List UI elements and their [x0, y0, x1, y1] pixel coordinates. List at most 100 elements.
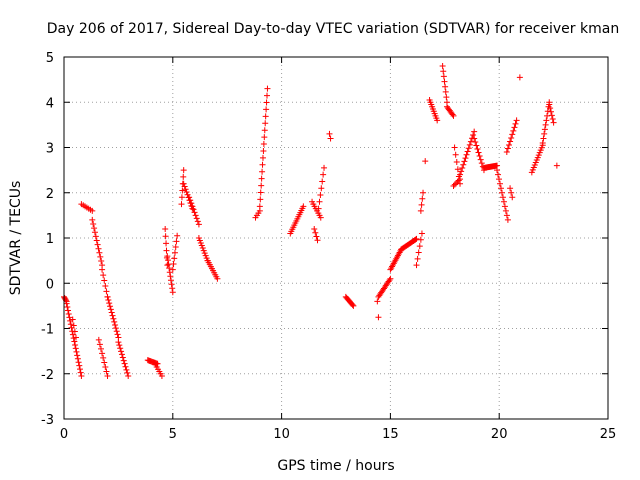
data-point [263, 99, 270, 106]
data-point [111, 318, 118, 325]
data-point [197, 240, 204, 247]
data-point [263, 106, 270, 113]
data-point [166, 265, 173, 272]
data-point [72, 334, 79, 341]
data-point [195, 235, 202, 241]
data-point [320, 171, 327, 178]
data-point [451, 144, 458, 151]
data-point [264, 92, 271, 99]
data-point [440, 73, 447, 80]
data-point [259, 161, 266, 168]
data-point [74, 355, 81, 362]
data-point [99, 350, 106, 357]
data-point [186, 194, 193, 201]
data-point [64, 304, 71, 311]
x-tick-label: 20 [491, 427, 508, 442]
data-point [198, 242, 205, 249]
chart-title: Day 206 of 2017, Sidereal Day-to-day VTE… [47, 21, 619, 37]
data-point [178, 194, 185, 201]
data-point [170, 261, 177, 268]
data-point [504, 145, 511, 152]
x-tick-label: 10 [273, 427, 290, 442]
data-point [191, 209, 198, 216]
data-point [100, 354, 107, 361]
data-point [103, 288, 110, 295]
data-point [441, 78, 448, 85]
data-point [321, 164, 328, 171]
data-point [451, 181, 458, 188]
data-point [164, 253, 171, 260]
data-point [96, 249, 103, 256]
data-point [417, 207, 424, 214]
data-point [77, 369, 84, 376]
data-point [319, 178, 326, 185]
data-point [121, 360, 128, 367]
data-point [188, 200, 195, 207]
data-point [76, 362, 83, 369]
data-point [326, 130, 333, 137]
y-tick-label: 3 [46, 142, 54, 157]
data-point [259, 154, 266, 161]
data-point [513, 117, 520, 124]
data-point [470, 131, 477, 138]
data-point [97, 253, 104, 260]
data-point [458, 168, 465, 175]
data-point [169, 285, 176, 292]
data-point [110, 315, 117, 322]
data-point [420, 189, 427, 196]
y-tick-label: 4 [46, 96, 54, 111]
data-point [71, 328, 78, 335]
data-point [496, 180, 503, 187]
data-point [109, 312, 116, 319]
y-tick-labels: -3 -2 -1 0 1 2 3 4 5 [41, 51, 54, 428]
data-point [72, 341, 79, 348]
y-tick-label: 0 [46, 277, 54, 292]
data-point [63, 300, 70, 307]
data-point [166, 269, 173, 276]
plot-frame [63, 56, 609, 420]
data-point [496, 176, 503, 183]
data-point [105, 296, 112, 303]
data-point [497, 185, 504, 192]
data-point [471, 135, 478, 142]
data-point [69, 331, 76, 338]
data-point [508, 189, 515, 196]
data-point [107, 306, 114, 313]
data-point [90, 221, 97, 228]
data-point [162, 225, 169, 232]
data-point [508, 134, 515, 141]
data-point [316, 198, 323, 205]
data-point [171, 255, 178, 262]
data-point [460, 161, 467, 168]
data-point [260, 141, 267, 148]
data-point [349, 301, 356, 308]
data-point [478, 160, 485, 167]
data-point [96, 341, 103, 348]
data-point [375, 314, 382, 321]
data-point [472, 138, 479, 145]
data-point [317, 214, 324, 221]
data-point [171, 249, 178, 256]
data-point [457, 171, 464, 178]
data-point [260, 147, 267, 154]
data-point [413, 262, 420, 269]
data-point [65, 310, 72, 317]
data-point [95, 245, 102, 252]
data-point [115, 339, 122, 346]
data-point [443, 94, 450, 101]
data-point [195, 221, 202, 228]
data-point [72, 345, 79, 352]
data-point [462, 155, 469, 162]
data-point [261, 127, 268, 134]
x-axis-label: GPS time / hours [277, 458, 394, 474]
data-point [66, 314, 73, 321]
data-point [509, 131, 516, 138]
data-point [167, 273, 174, 280]
data-point [418, 201, 425, 208]
data-point [475, 149, 482, 156]
data-point [76, 366, 83, 373]
data-point [187, 197, 194, 204]
data-point [511, 124, 518, 131]
data-point [164, 257, 171, 264]
data-point [101, 359, 108, 366]
